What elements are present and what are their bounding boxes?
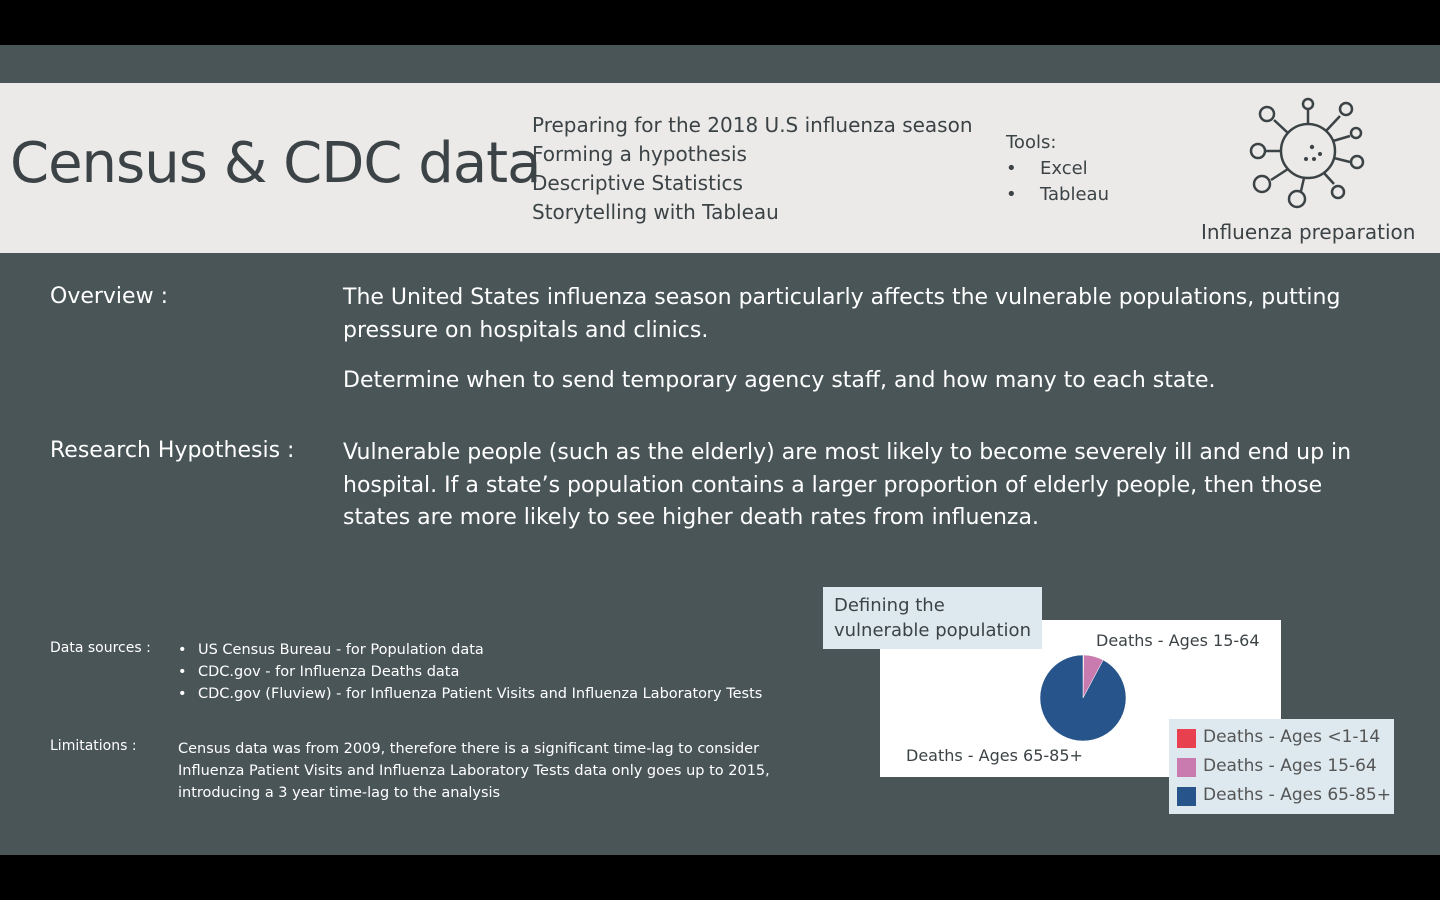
legend-swatch	[1177, 729, 1196, 748]
legend-swatch	[1177, 758, 1196, 777]
pie-slice	[1039, 654, 1127, 742]
agenda-item: Forming a hypothesis	[532, 142, 747, 166]
legend-label: Deaths - Ages 15-64	[1203, 756, 1377, 776]
overview-paragraph-1: The United States influenza season parti…	[343, 285, 1341, 343]
legend-label: Deaths - Ages <1-14	[1203, 727, 1381, 747]
limitations-label: Limitations :	[50, 738, 137, 754]
data-source-item: US Census Bureau - for Population data	[178, 639, 762, 661]
pie-slice-label: Deaths - Ages 65-85+	[906, 746, 1083, 765]
virus-icon	[1249, 97, 1365, 209]
agenda-item: Storytelling with Tableau	[532, 200, 779, 224]
data-source-item: CDC.gov (Fluview) - for Influenza Patien…	[178, 683, 762, 705]
tool-item: Excel	[1006, 156, 1109, 182]
tool-item: Tableau	[1006, 182, 1109, 208]
data-sources-label: Data sources :	[50, 640, 151, 656]
chart-legend: Deaths - Ages <1-14 Deaths - Ages 15-64 …	[1169, 719, 1394, 814]
data-source-item: CDC.gov - for Influenza Deaths data	[178, 661, 762, 683]
overview-paragraph-2: Determine when to send temporary agency …	[343, 368, 1216, 393]
tools-list: Tools: Excel Tableau	[1006, 130, 1109, 208]
limitations-text: Census data was from 2009, therefore the…	[178, 741, 770, 801]
chart-title: Defining the vulnerable population	[823, 587, 1042, 649]
icon-caption: Influenza preparation	[1201, 220, 1416, 244]
data-sources-list: US Census Bureau - for Population data C…	[178, 639, 762, 705]
agenda-item: Descriptive Statistics	[532, 171, 743, 195]
pie-chart	[1039, 654, 1127, 742]
hypothesis-text: Vulnerable people (such as the elderly) …	[343, 440, 1352, 530]
hypothesis-label: Research Hypothesis :	[50, 438, 295, 463]
legend-label: Deaths - Ages 65-85+	[1203, 785, 1391, 805]
header-band	[0, 83, 1440, 253]
page-title: Census & CDC data	[10, 131, 541, 196]
pie-slice-label: Deaths - Ages 15-64	[1096, 631, 1260, 650]
agenda-item: Preparing for the 2018 U.S influenza sea…	[532, 113, 973, 137]
overview-label: Overview :	[50, 284, 168, 309]
legend-swatch	[1177, 787, 1196, 806]
tools-heading: Tools:	[1006, 132, 1057, 153]
agenda-list: Preparing for the 2018 U.S influenza sea…	[532, 111, 973, 227]
